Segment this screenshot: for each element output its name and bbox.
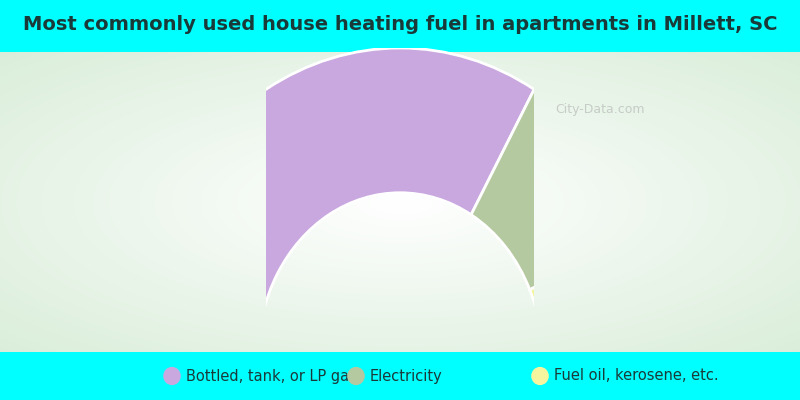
Wedge shape xyxy=(132,48,534,356)
Ellipse shape xyxy=(347,367,365,385)
Ellipse shape xyxy=(163,367,181,385)
Wedge shape xyxy=(471,90,645,290)
Text: Bottled, tank, or LP gas: Bottled, tank, or LP gas xyxy=(186,368,357,384)
Text: Electricity: Electricity xyxy=(370,368,442,384)
Wedge shape xyxy=(530,231,668,356)
Text: City-Data.com: City-Data.com xyxy=(555,104,645,116)
Ellipse shape xyxy=(531,367,549,385)
Text: Fuel oil, kerosene, etc.: Fuel oil, kerosene, etc. xyxy=(554,368,718,384)
Text: Most commonly used house heating fuel in apartments in Millett, SC: Most commonly used house heating fuel in… xyxy=(22,16,778,34)
